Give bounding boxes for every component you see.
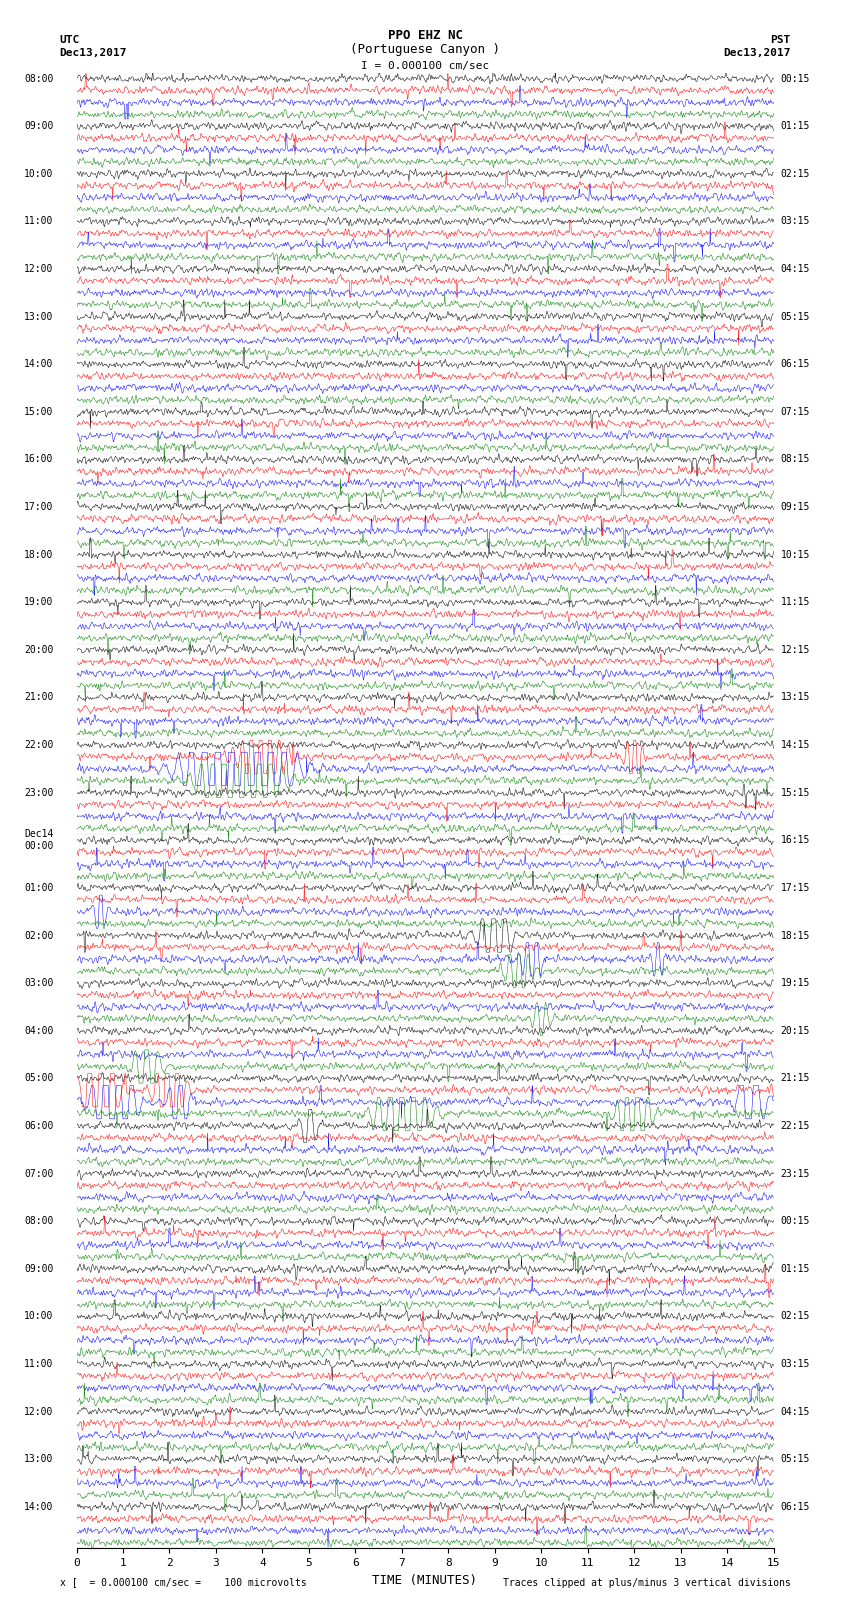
Text: 03:00: 03:00 bbox=[24, 977, 54, 989]
Text: 14:00: 14:00 bbox=[24, 1502, 54, 1511]
Text: 09:00: 09:00 bbox=[24, 121, 54, 131]
Text: 14:00: 14:00 bbox=[24, 360, 54, 369]
Text: 07:15: 07:15 bbox=[780, 406, 810, 416]
Text: PPO EHZ NC: PPO EHZ NC bbox=[388, 29, 462, 42]
Text: I = 0.000100 cm/sec: I = 0.000100 cm/sec bbox=[361, 61, 489, 71]
Text: 10:00: 10:00 bbox=[24, 1311, 54, 1321]
Text: 13:15: 13:15 bbox=[780, 692, 810, 702]
Text: 20:00: 20:00 bbox=[24, 645, 54, 655]
Text: 17:00: 17:00 bbox=[24, 502, 54, 511]
Text: 23:15: 23:15 bbox=[780, 1168, 810, 1179]
Text: 09:15: 09:15 bbox=[780, 502, 810, 511]
Text: 03:15: 03:15 bbox=[780, 216, 810, 226]
Text: 22:00: 22:00 bbox=[24, 740, 54, 750]
Text: 15:15: 15:15 bbox=[780, 787, 810, 798]
Text: 13:00: 13:00 bbox=[24, 1455, 54, 1465]
Text: 09:00: 09:00 bbox=[24, 1263, 54, 1274]
Text: 11:00: 11:00 bbox=[24, 1360, 54, 1369]
Text: 02:00: 02:00 bbox=[24, 931, 54, 940]
Text: 03:15: 03:15 bbox=[780, 1360, 810, 1369]
Text: 10:00: 10:00 bbox=[24, 169, 54, 179]
Text: 21:15: 21:15 bbox=[780, 1073, 810, 1084]
Text: 00:15: 00:15 bbox=[780, 1216, 810, 1226]
Text: 18:00: 18:00 bbox=[24, 550, 54, 560]
Text: 10:15: 10:15 bbox=[780, 550, 810, 560]
Text: Dec14
00:00: Dec14 00:00 bbox=[24, 829, 54, 852]
Text: 02:15: 02:15 bbox=[780, 169, 810, 179]
Text: 19:15: 19:15 bbox=[780, 977, 810, 989]
X-axis label: TIME (MINUTES): TIME (MINUTES) bbox=[372, 1574, 478, 1587]
Text: 12:00: 12:00 bbox=[24, 1407, 54, 1416]
Text: 00:15: 00:15 bbox=[780, 74, 810, 84]
Text: 08:00: 08:00 bbox=[24, 74, 54, 84]
Text: 14:15: 14:15 bbox=[780, 740, 810, 750]
Text: 08:15: 08:15 bbox=[780, 455, 810, 465]
Text: 11:00: 11:00 bbox=[24, 216, 54, 226]
Text: 16:15: 16:15 bbox=[780, 836, 810, 845]
Text: 19:00: 19:00 bbox=[24, 597, 54, 606]
Text: UTC: UTC bbox=[60, 35, 80, 45]
Text: 04:15: 04:15 bbox=[780, 265, 810, 274]
Text: 17:15: 17:15 bbox=[780, 882, 810, 894]
Text: 08:00: 08:00 bbox=[24, 1216, 54, 1226]
Text: 20:15: 20:15 bbox=[780, 1026, 810, 1036]
Text: 22:15: 22:15 bbox=[780, 1121, 810, 1131]
Text: 12:00: 12:00 bbox=[24, 265, 54, 274]
Text: 04:15: 04:15 bbox=[780, 1407, 810, 1416]
Text: 21:00: 21:00 bbox=[24, 692, 54, 702]
Text: 06:15: 06:15 bbox=[780, 360, 810, 369]
Text: 05:15: 05:15 bbox=[780, 311, 810, 321]
Text: 15:00: 15:00 bbox=[24, 406, 54, 416]
Text: 01:00: 01:00 bbox=[24, 882, 54, 894]
Text: 02:15: 02:15 bbox=[780, 1311, 810, 1321]
Text: 18:15: 18:15 bbox=[780, 931, 810, 940]
Text: 01:15: 01:15 bbox=[780, 1263, 810, 1274]
Text: Dec13,2017: Dec13,2017 bbox=[723, 48, 791, 58]
Text: Traces clipped at plus/minus 3 vertical divisions: Traces clipped at plus/minus 3 vertical … bbox=[502, 1578, 790, 1587]
Text: 05:15: 05:15 bbox=[780, 1455, 810, 1465]
Text: PST: PST bbox=[770, 35, 790, 45]
Text: 13:00: 13:00 bbox=[24, 311, 54, 321]
Text: 07:00: 07:00 bbox=[24, 1168, 54, 1179]
Text: 12:15: 12:15 bbox=[780, 645, 810, 655]
Text: 06:15: 06:15 bbox=[780, 1502, 810, 1511]
Text: 16:00: 16:00 bbox=[24, 455, 54, 465]
Text: 11:15: 11:15 bbox=[780, 597, 810, 606]
Text: (Portuguese Canyon ): (Portuguese Canyon ) bbox=[350, 44, 500, 56]
Text: 04:00: 04:00 bbox=[24, 1026, 54, 1036]
Text: 06:00: 06:00 bbox=[24, 1121, 54, 1131]
Text: 23:00: 23:00 bbox=[24, 787, 54, 798]
Text: 05:00: 05:00 bbox=[24, 1073, 54, 1084]
Text: x [  = 0.000100 cm/sec =    100 microvolts: x [ = 0.000100 cm/sec = 100 microvolts bbox=[60, 1578, 306, 1587]
Text: Dec13,2017: Dec13,2017 bbox=[60, 48, 127, 58]
Text: 01:15: 01:15 bbox=[780, 121, 810, 131]
